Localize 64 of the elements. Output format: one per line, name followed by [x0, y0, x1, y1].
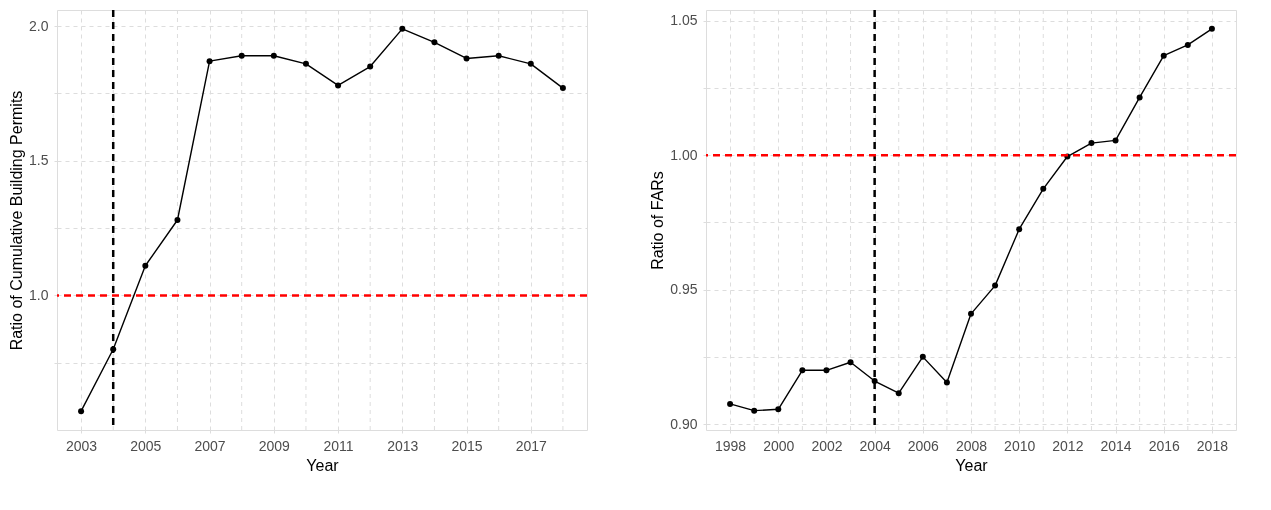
y-tick-label: 0.90 — [670, 415, 698, 432]
point — [847, 359, 854, 366]
point — [1160, 52, 1167, 59]
x-tick-label: 2015 — [451, 437, 483, 454]
x-tick-label: 2000 — [763, 437, 795, 454]
x-tick-label: 2011 — [323, 437, 354, 454]
x-axis-title: Year — [955, 456, 989, 474]
x-tick-label: 2016 — [1148, 437, 1181, 454]
point — [142, 262, 149, 269]
y-axis-title: Ratio of Cumulative Building Permits — [8, 90, 26, 351]
x-tick-label: 2012 — [1052, 437, 1084, 454]
point — [1112, 137, 1119, 144]
point — [895, 390, 902, 397]
x-tick-label: 2017 — [515, 437, 548, 454]
point — [302, 60, 309, 67]
point — [367, 63, 374, 70]
point — [1208, 25, 1215, 32]
y-tick-label: 1.5 — [29, 152, 49, 169]
point — [78, 408, 85, 415]
x-tick-label: 2003 — [66, 437, 98, 454]
point — [823, 367, 830, 374]
x-tick-label: 2002 — [811, 437, 843, 454]
x-tick-label: 2008 — [955, 437, 988, 454]
x-tick-label: 2004 — [859, 437, 891, 454]
point — [775, 406, 782, 413]
x-tick-label: 2014 — [1100, 437, 1132, 454]
x-axis-title: Year — [306, 456, 340, 474]
point — [270, 52, 277, 59]
point — [399, 25, 406, 32]
x-tick-label: 2005 — [130, 437, 162, 454]
point — [495, 52, 502, 59]
point — [206, 58, 213, 65]
x-tick-label: 2007 — [194, 437, 226, 454]
point — [335, 82, 342, 89]
y-tick-label: 1.00 — [670, 146, 698, 163]
point — [968, 310, 974, 317]
y-tick-label: 1.0 — [29, 286, 49, 303]
point — [174, 217, 181, 223]
point — [799, 367, 806, 374]
x-tick-label: 1998 — [715, 437, 747, 454]
y-tick-label: 1.05 — [670, 12, 698, 29]
point — [1016, 226, 1023, 233]
point — [559, 85, 566, 92]
x-tick-label: 2009 — [258, 437, 291, 454]
x-tick-label: 2018 — [1196, 437, 1229, 454]
point — [751, 407, 758, 414]
x-tick-label: 2006 — [907, 437, 940, 454]
point — [1136, 94, 1143, 101]
y-axis-title: Ratio of FARs — [649, 171, 667, 270]
point — [727, 400, 734, 407]
point — [1040, 185, 1047, 192]
point — [431, 39, 438, 46]
point — [1184, 41, 1191, 48]
point — [1088, 140, 1095, 147]
point — [943, 379, 950, 386]
x-tick-label: 2013 — [387, 437, 419, 454]
point — [919, 353, 926, 360]
point — [992, 282, 999, 289]
point — [463, 55, 470, 62]
point — [238, 52, 245, 59]
y-tick-label: 2.0 — [29, 17, 49, 34]
point — [527, 60, 534, 67]
y-tick-label: 0.95 — [670, 281, 698, 298]
x-tick-label: 2010 — [1004, 437, 1036, 454]
